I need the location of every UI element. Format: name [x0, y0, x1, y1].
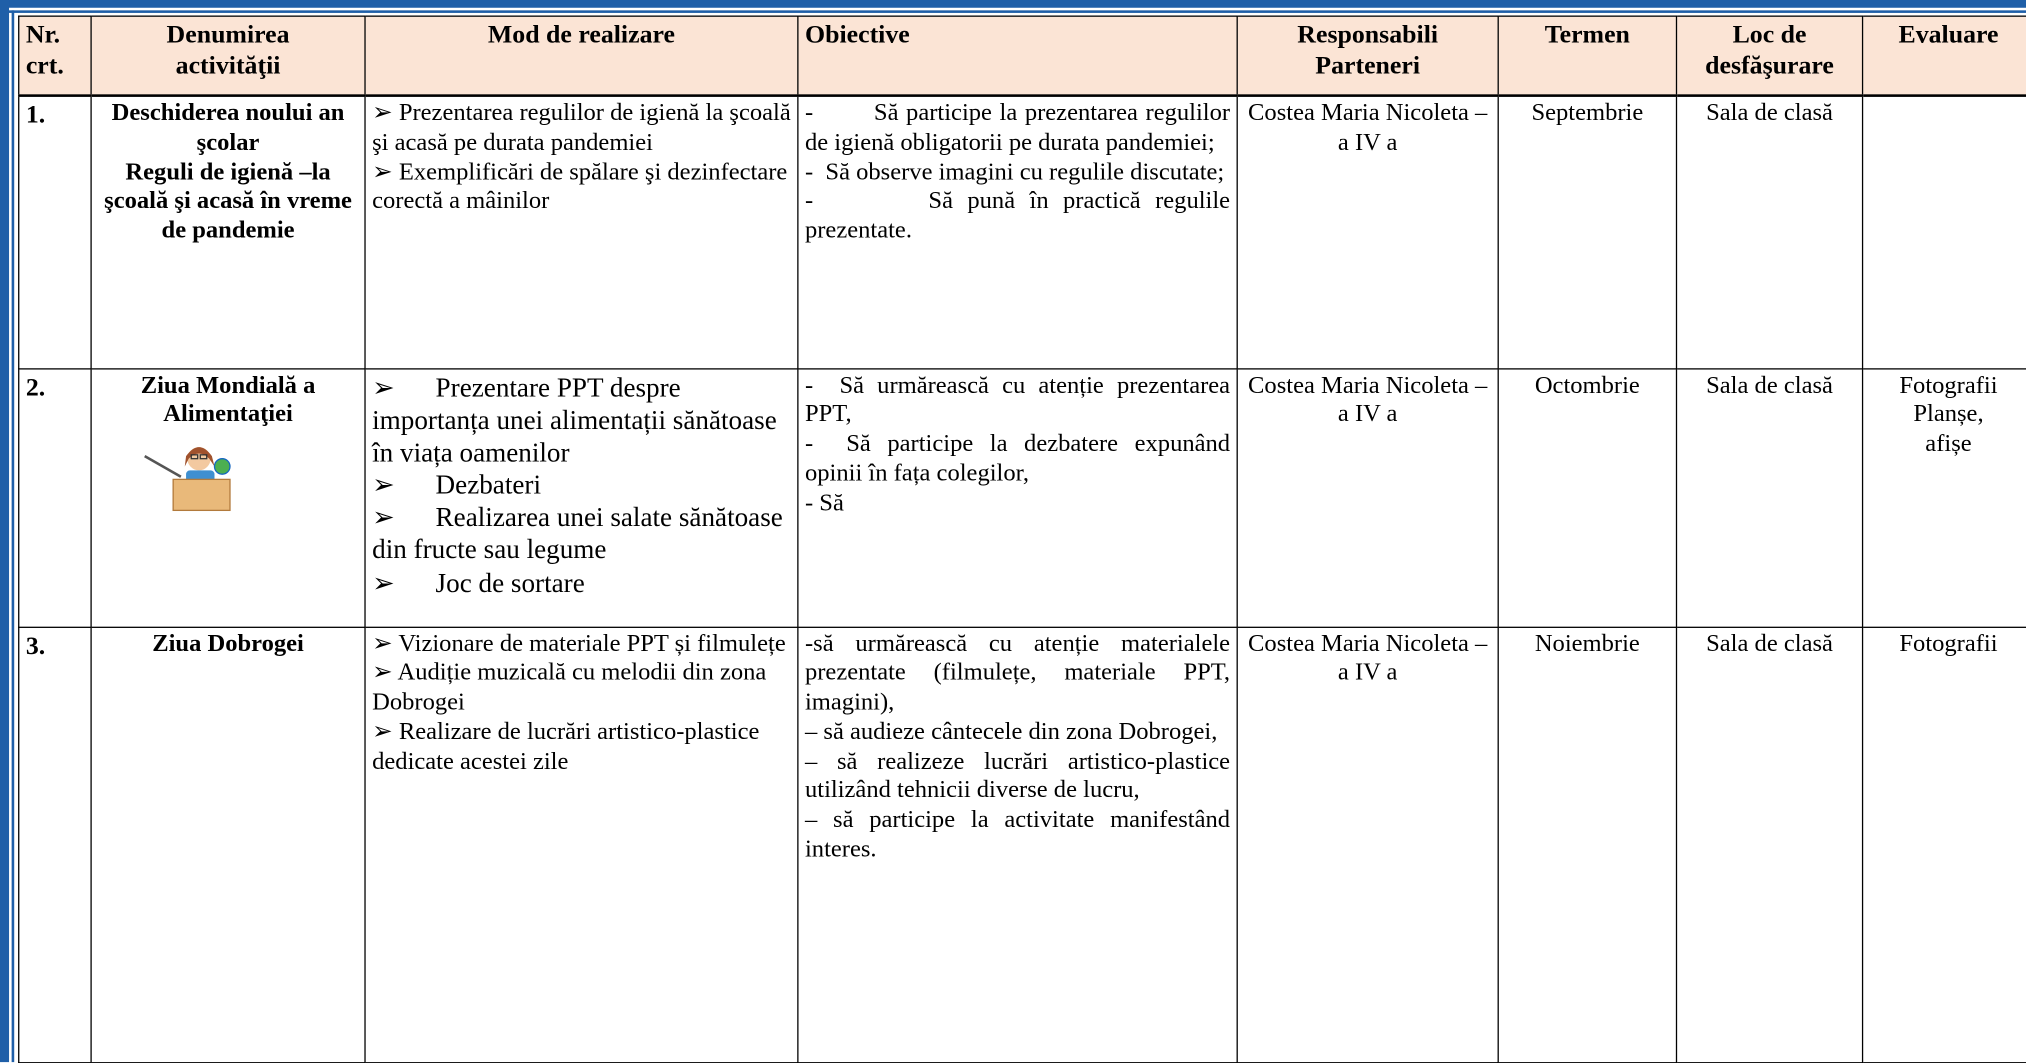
- mode-item: ➢ Exemplificări de spălare şi dezinfecta…: [372, 158, 794, 215]
- evaluation: Fotografii: [1861, 626, 2026, 1063]
- objective-item: - Să pună în practică regulile prezentat…: [804, 187, 1237, 245]
- objective-item: - Să participe la dezbatere expunând opi…: [804, 430, 1237, 487]
- table-row: 2. Ziua Mondială a Alimentaţiei ➢ Prezenta…: [18, 367, 2026, 628]
- mode-item: ➢ Audiție muzicală cu melodii din zona D…: [372, 659, 773, 716]
- evaluation-item: Fotografii: [1899, 629, 1998, 658]
- header-text: Nr.: [25, 20, 61, 50]
- evaluation-item: afișe: [1925, 430, 1972, 458]
- page-border: [0, 10, 2026, 13]
- responsible: Costea Maria Nicoleta – a IV a: [1236, 367, 1499, 628]
- header-text: Responsabili: [1297, 20, 1439, 50]
- evaluation: Fotografii Planșe, afișe: [1861, 367, 2026, 628]
- header-text: Termen: [1544, 20, 1630, 50]
- objective-item: -să urmărească cu atenție materialele pr…: [804, 629, 1237, 716]
- header-cell: Mod de realizare: [364, 15, 799, 97]
- mode-item: ➢ Prezentare PPT despre importanța unei …: [372, 371, 784, 468]
- responsible: Costea Maria Nicoleta – a IV a: [1236, 626, 1499, 1063]
- term: Octombrie: [1497, 367, 1678, 628]
- header-cell: Loc de desfăşurare: [1675, 15, 1864, 97]
- objectives: - Să urmărească cu atenție prezentarea P…: [797, 367, 1238, 628]
- evaluation: [1861, 94, 2026, 369]
- objectives: - Să participe la prezentarea regulilor …: [797, 94, 1238, 369]
- objectives: -să urmărească cu atenție materialele pr…: [797, 626, 1238, 1063]
- mode-item: ➢ Joc de sortare: [372, 566, 585, 598]
- header-text: desfăşurare: [1705, 51, 1834, 81]
- mode-of-realization: ➢ Vizionare de materiale PPT și filmuleț…: [364, 626, 799, 1063]
- header-text: Obiective: [804, 20, 910, 50]
- row-number: 3.: [18, 626, 92, 1063]
- header-text: Parteneri: [1315, 51, 1421, 81]
- teacher-clipart: [144, 447, 231, 512]
- page-border: [0, 0, 10, 1063]
- table-body: 1. Deschiderea noului an şcolar Reguli de …: [18, 94, 2026, 1063]
- header-text: Evaluare: [1898, 20, 1999, 50]
- mode-item: ➢ Realizare de lucrări artistico-plastic…: [372, 718, 766, 775]
- activity-table: Nr. crt. Denumirea activităţii Mod de realiz…: [18, 15, 2026, 1063]
- page-border: [11, 10, 15, 1063]
- activity-name-text: Ziua Mondială a Alimentaţiei: [140, 371, 316, 429]
- mode-item: ➢ Prezentarea regulilor de igienă la şco…: [372, 99, 797, 157]
- row-number: 1.: [18, 94, 92, 369]
- activity-name-text: Ziua Dobrogei: [152, 629, 304, 658]
- term: Septembrie: [1497, 94, 1678, 369]
- objective-item: – să participe la activitate manifestând…: [804, 806, 1237, 864]
- objective-item: - Să urmărească cu atenție prezentarea P…: [804, 371, 1237, 429]
- activity-name-text: Reguli de igienă –la şcoală şi acasă în …: [104, 158, 352, 245]
- term: Noiembrie: [1497, 626, 1678, 1063]
- mode-item: ➢ Realizarea unei salate sănătoase din f…: [372, 501, 790, 566]
- header-text: crt.: [25, 51, 64, 81]
- place: Sala de clasă: [1675, 367, 1864, 628]
- mode-item: ➢ Vizionare de materiale PPT și filmuleț…: [372, 629, 786, 658]
- header-cell: Responsabili Parteneri: [1236, 15, 1499, 97]
- mode-of-realization: ➢ Prezentare PPT despre importanța unei …: [364, 367, 799, 628]
- objective-item: – să realizeze lucrări artistico-plastic…: [804, 747, 1237, 805]
- header-text: Loc de: [1732, 20, 1807, 50]
- table-row: 3. Ziua Dobrogei ➢ Vizionare de materiale …: [18, 626, 2026, 1063]
- activity-name: Deschiderea noului an şcolar Reguli de ig…: [90, 94, 366, 369]
- header-cell: Denumirea activităţii: [90, 15, 366, 97]
- activity-name-text: Deschiderea noului an şcolar: [111, 99, 345, 157]
- header-cell: Nr. crt.: [18, 15, 92, 97]
- place: Sala de clasă: [1675, 94, 1864, 369]
- page-border: [0, 0, 2026, 8]
- mode-item: ➢ Dezbateri: [372, 469, 542, 501]
- evaluation-item: Planșe,: [1913, 400, 1984, 429]
- objective-item: - Să participe la prezentarea regulilor …: [804, 99, 1237, 157]
- activity-name: Ziua Dobrogei: [90, 626, 366, 1063]
- header-cell: Obiective: [797, 15, 1238, 97]
- header-row: Nr. crt. Denumirea activităţii Mod de realiz…: [18, 15, 2026, 97]
- place: Sala de clasă: [1675, 626, 1864, 1063]
- header-text: activităţii: [175, 51, 281, 81]
- header-cell: Termen: [1497, 15, 1678, 97]
- header-cell: Evaluare: [1861, 15, 2026, 97]
- row-number: 2.: [18, 367, 92, 628]
- mode-of-realization: ➢ Prezentarea regulilor de igienă la şco…: [364, 94, 799, 369]
- table-row: 1. Deschiderea noului an şcolar Reguli de …: [18, 94, 2026, 369]
- header-text: Denumirea: [166, 20, 290, 50]
- objective-item: - Să: [804, 489, 844, 517]
- header-text: Mod de realizare: [487, 20, 675, 50]
- objective-item: - Să observe imagini cu regulile discuta…: [804, 158, 1225, 186]
- evaluation-item: Fotografii: [1899, 371, 1998, 399]
- activity-name: Ziua Mondială a Alimentaţiei: [90, 367, 366, 628]
- responsible: Costea Maria Nicoleta – a IV a: [1236, 94, 1499, 369]
- objective-item: – să audieze cântecele din zona Dobrogei…: [804, 718, 1218, 746]
